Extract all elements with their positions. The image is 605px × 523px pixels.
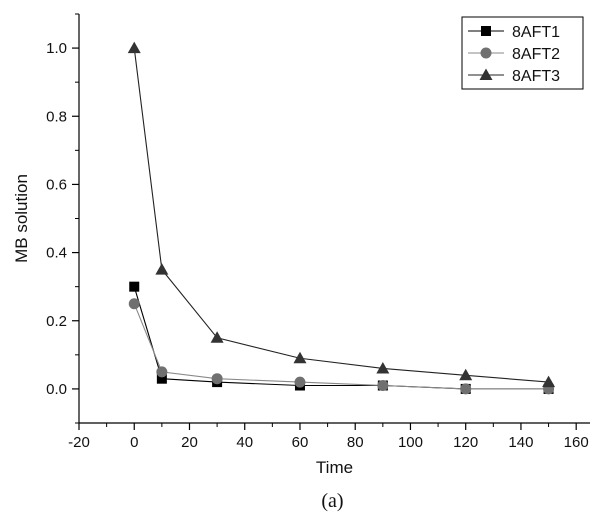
legend-marker xyxy=(480,47,492,59)
x-tick-label: 60 xyxy=(292,434,309,451)
y-tick-label: 0.6 xyxy=(46,176,67,193)
data-point xyxy=(211,373,223,385)
data-point xyxy=(155,263,169,275)
x-tick-label: 0 xyxy=(130,434,138,451)
x-tick-label: 80 xyxy=(347,434,364,451)
data-point xyxy=(460,383,472,395)
data-point xyxy=(377,380,389,392)
data-point xyxy=(129,281,140,292)
x-tick-label: 140 xyxy=(508,434,533,451)
x-tick-label: 40 xyxy=(236,434,253,451)
series-line xyxy=(133,286,549,390)
legend-marker xyxy=(479,68,493,80)
figure-caption: (a) xyxy=(321,490,343,512)
data-point xyxy=(294,376,306,388)
series-8aft2 xyxy=(128,298,555,395)
y-tick-label: 0.4 xyxy=(46,245,67,262)
data-point xyxy=(128,298,140,310)
x-axis-title: Time xyxy=(316,458,353,477)
legend-label: 8AFT3 xyxy=(512,68,560,85)
x-tick-label: 160 xyxy=(564,434,589,451)
legend-label: 8AFT1 xyxy=(512,24,560,41)
legend: 8AFT1 8AFT2 8AFT3 xyxy=(461,16,584,90)
series-line xyxy=(133,303,549,390)
data-point xyxy=(542,375,556,388)
data-point xyxy=(127,41,141,54)
data-point xyxy=(459,368,473,381)
data-point xyxy=(210,331,224,343)
y-tick-label: 0.8 xyxy=(46,108,67,125)
y-tick-label: 0.0 xyxy=(46,381,67,398)
data-point xyxy=(376,361,390,374)
x-tick-label: 120 xyxy=(453,434,478,451)
x-tick-label: -20 xyxy=(68,434,90,451)
y-axis-title: MB solution xyxy=(12,174,31,263)
y-tick-label: 0.2 xyxy=(46,313,67,330)
y-tick-label: 1.0 xyxy=(46,40,67,57)
series-8aft3 xyxy=(127,41,556,388)
data-point xyxy=(156,373,167,384)
legend-label: 8AFT2 xyxy=(512,46,560,63)
x-tick-label: 100 xyxy=(398,434,423,451)
series-line xyxy=(133,48,549,383)
data-point xyxy=(156,366,168,378)
x-tick-label: 20 xyxy=(181,434,198,451)
data-point xyxy=(293,351,307,364)
series xyxy=(127,41,556,395)
ticks: -20 0 20 40 60 80 100 120 140 160 0.0 0.2 0.4 0.6 0.8 1… xyxy=(46,13,589,451)
legend-marker xyxy=(481,26,491,36)
